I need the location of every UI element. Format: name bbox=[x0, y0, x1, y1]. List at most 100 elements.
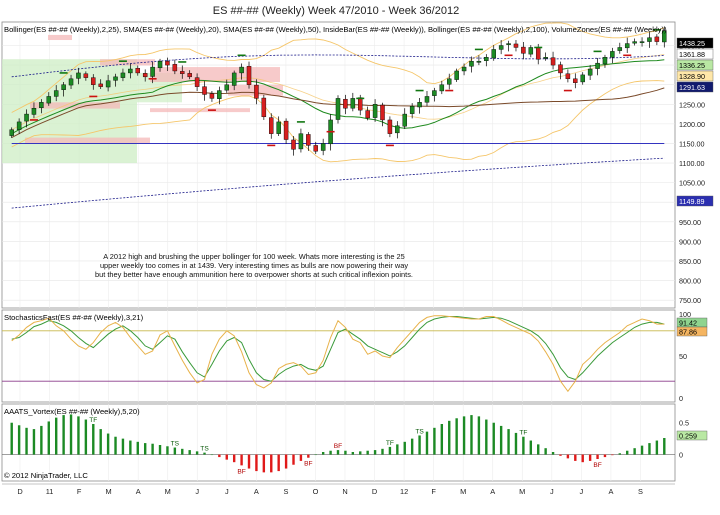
vortex-bar-up bbox=[507, 429, 510, 455]
vortex-bar-down bbox=[603, 454, 607, 458]
stoch-value-text: 87.86 bbox=[679, 328, 697, 337]
candle-up bbox=[24, 113, 29, 122]
candle-up bbox=[402, 113, 407, 127]
vortex-bar-up bbox=[106, 433, 110, 455]
vortex-value-text: 0.259 bbox=[679, 432, 697, 441]
price-label-text: 1361.88 bbox=[679, 50, 705, 59]
x-tick-label: A bbox=[490, 487, 495, 496]
candle-down bbox=[269, 117, 274, 134]
candle-up bbox=[61, 84, 66, 90]
candle-down bbox=[209, 93, 215, 99]
x-tick-label: M bbox=[519, 487, 525, 496]
vortex-bar-up bbox=[492, 422, 495, 455]
stoch-series-line bbox=[11, 316, 665, 382]
x-tick-label: D bbox=[17, 487, 22, 496]
x-tick-label: F bbox=[77, 487, 82, 496]
x-tick-label: S bbox=[283, 487, 288, 496]
candle-up bbox=[624, 43, 630, 49]
candle-up bbox=[113, 76, 118, 81]
vortex-bar-up bbox=[181, 448, 184, 455]
vortex-bar-down bbox=[292, 454, 295, 465]
x-tick-label: M bbox=[165, 487, 171, 496]
annotation-line-3: but they better have enough ammunition h… bbox=[95, 270, 413, 279]
candle-down bbox=[380, 104, 385, 121]
candle-down bbox=[573, 78, 578, 83]
vortex-bar-up bbox=[329, 450, 332, 455]
price-tick-label: 850.00 bbox=[679, 257, 701, 266]
x-tick-label: M bbox=[106, 487, 112, 496]
annotation-line-1: A 2012 high and brushing the upper bolli… bbox=[103, 252, 405, 261]
candle-up bbox=[350, 98, 356, 109]
vortex-bar-down bbox=[270, 454, 273, 473]
volume-zone-pink bbox=[48, 34, 72, 41]
x-tick-label: M bbox=[460, 487, 466, 496]
stochastics-panel: StochasticsFast(ES ##-## (Weekly),3,21) … bbox=[1, 309, 708, 403]
vortex-tick-label: 0 bbox=[679, 451, 683, 460]
vortex-bar-up bbox=[396, 444, 399, 455]
candle-down bbox=[135, 68, 141, 74]
candle-up bbox=[595, 62, 600, 69]
candle-up bbox=[395, 125, 400, 134]
price-tick-label: 1200.00 bbox=[679, 120, 705, 129]
vortex-bar-up bbox=[114, 436, 117, 455]
candle-up bbox=[335, 98, 341, 120]
vortex-bar-up bbox=[418, 435, 421, 455]
vortex-bar-up bbox=[55, 417, 58, 455]
candle-up bbox=[469, 60, 474, 67]
vortex-bar-down bbox=[232, 454, 236, 463]
vortex-bar-down bbox=[596, 454, 599, 459]
price-label-box bbox=[676, 70, 714, 82]
x-tick-label: A bbox=[254, 487, 259, 496]
stochastics-title: StochasticsFast(ES ##-## (Weekly),3,21) bbox=[4, 313, 144, 322]
vortex-bar-up bbox=[321, 452, 325, 455]
candle-up bbox=[446, 78, 452, 85]
candle-up bbox=[409, 106, 415, 114]
candle-down bbox=[194, 77, 200, 87]
stoch-tick-label: 0 bbox=[679, 394, 683, 403]
price-label-box bbox=[676, 37, 714, 49]
candle-down bbox=[261, 97, 267, 118]
candle-up bbox=[68, 78, 74, 86]
candle-up bbox=[461, 66, 467, 72]
candle-down bbox=[343, 98, 348, 109]
vortex-bar-up bbox=[40, 425, 43, 455]
candle-up bbox=[120, 72, 126, 78]
vortex-bar-up bbox=[62, 415, 65, 455]
vortex-bar-up bbox=[425, 431, 429, 455]
vortex-marker-label: TS bbox=[171, 441, 180, 448]
vortex-bar-up bbox=[529, 440, 533, 455]
x-tick-label: F bbox=[431, 487, 436, 496]
stoch-series-line bbox=[11, 315, 665, 393]
price-tick-label: 1100.00 bbox=[679, 159, 704, 168]
vortex-bar-up bbox=[92, 424, 95, 455]
price-tick-label: 1250.00 bbox=[679, 100, 705, 109]
vortex-bar-up bbox=[544, 448, 547, 455]
vortex-bar-up bbox=[551, 452, 555, 455]
candle-down bbox=[254, 84, 259, 99]
candle-up bbox=[632, 41, 637, 44]
vortex-bar-up bbox=[448, 420, 451, 455]
candle-down bbox=[291, 139, 296, 150]
vortex-panel: TF TS TS BF BF BF TF TS TF BF AAATS_Vortex(ES ##-… bbox=[1, 403, 708, 482]
candle-down bbox=[187, 73, 192, 78]
vortex-bar-up bbox=[188, 450, 191, 455]
candle-up bbox=[617, 47, 623, 51]
candle-up bbox=[31, 107, 37, 115]
vortex-bar-up bbox=[626, 450, 629, 455]
vortex-bar-up bbox=[10, 422, 13, 455]
bollinger-25-lower bbox=[11, 80, 665, 163]
price-tick-label: 800.00 bbox=[679, 277, 701, 286]
stoch-value-box bbox=[676, 326, 708, 337]
vortex-bar-up bbox=[158, 445, 162, 455]
candle-up bbox=[150, 66, 155, 77]
candle-down bbox=[91, 77, 96, 85]
price-tick-label: 1050.00 bbox=[679, 179, 705, 188]
vortex-marker-label: TF bbox=[519, 430, 527, 437]
vortex-bar-up bbox=[314, 454, 317, 456]
vortex-bar-up bbox=[640, 445, 644, 455]
candle-up bbox=[639, 41, 645, 43]
candle-up bbox=[424, 96, 430, 103]
x-tick-label: A bbox=[608, 487, 613, 496]
vortex-bar-down bbox=[574, 454, 577, 461]
price-label-text: 1291.63 bbox=[679, 83, 705, 92]
